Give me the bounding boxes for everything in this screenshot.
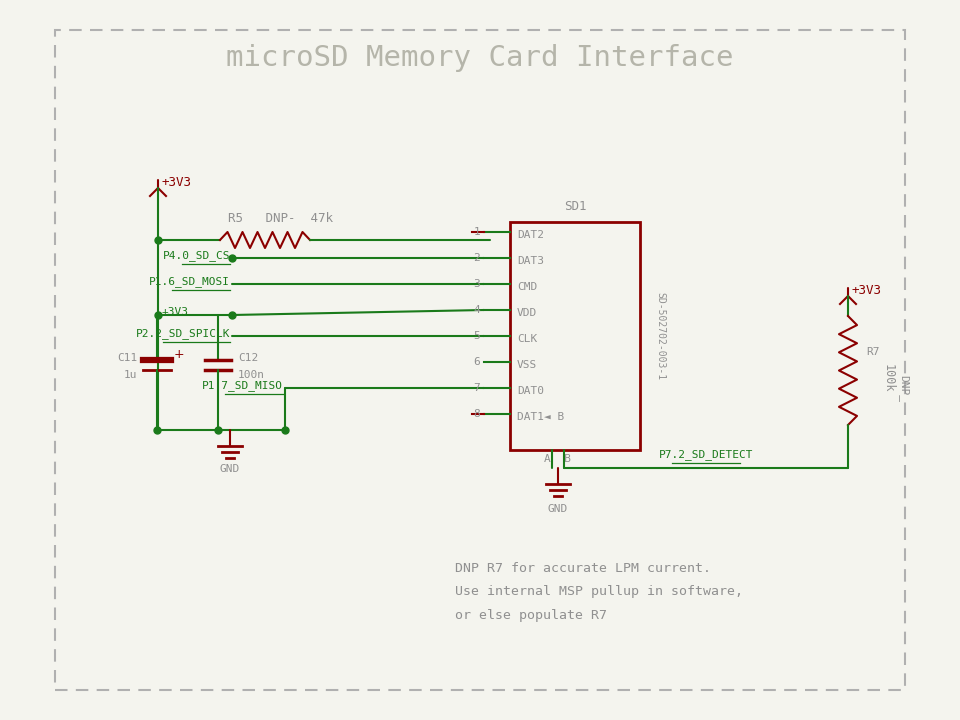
Text: DNP_: DNP_ bbox=[898, 374, 909, 402]
Text: C11: C11 bbox=[117, 353, 137, 363]
Text: 8: 8 bbox=[473, 409, 480, 419]
Text: 6: 6 bbox=[473, 357, 480, 367]
Text: A  B: A B bbox=[544, 454, 571, 464]
Text: Use internal MSP pullup in software,: Use internal MSP pullup in software, bbox=[455, 585, 743, 598]
Text: microSD Memory Card Interface: microSD Memory Card Interface bbox=[227, 44, 733, 72]
Text: DNP R7 for accurate LPM current.: DNP R7 for accurate LPM current. bbox=[455, 562, 711, 575]
Text: 3: 3 bbox=[473, 279, 480, 289]
Text: P2.2_SD_SPICLK: P2.2_SD_SPICLK bbox=[135, 328, 230, 339]
Text: P1.6_SD_MOSI: P1.6_SD_MOSI bbox=[149, 276, 230, 287]
Text: R7: R7 bbox=[866, 347, 879, 357]
Text: 5: 5 bbox=[473, 331, 480, 341]
Text: CLK: CLK bbox=[517, 334, 538, 344]
Text: VSS: VSS bbox=[517, 360, 538, 370]
Text: or else populate R7: or else populate R7 bbox=[455, 610, 607, 623]
Text: 2: 2 bbox=[473, 253, 480, 263]
Text: +3V3: +3V3 bbox=[852, 284, 882, 297]
Text: +3V3: +3V3 bbox=[162, 176, 192, 189]
Text: DAT0: DAT0 bbox=[517, 386, 544, 396]
Text: 1u: 1u bbox=[124, 370, 137, 380]
Text: CMD: CMD bbox=[517, 282, 538, 292]
Text: P4.0_SD_CS: P4.0_SD_CS bbox=[162, 251, 230, 261]
Text: C12: C12 bbox=[238, 353, 258, 363]
Text: 7: 7 bbox=[473, 383, 480, 393]
Text: 4: 4 bbox=[473, 305, 480, 315]
Text: 100k: 100k bbox=[882, 364, 895, 392]
Text: 100n: 100n bbox=[238, 370, 265, 380]
Text: DAT3: DAT3 bbox=[517, 256, 544, 266]
Text: SD1: SD1 bbox=[564, 200, 587, 213]
Text: DAT1◄ B: DAT1◄ B bbox=[517, 412, 564, 422]
Text: P1.7_SD_MISO: P1.7_SD_MISO bbox=[202, 381, 283, 392]
Bar bbox=[510, 222, 640, 450]
Text: DAT2: DAT2 bbox=[517, 230, 544, 240]
Text: SD-502702-003-1: SD-502702-003-1 bbox=[655, 292, 665, 380]
Text: +3V3: +3V3 bbox=[162, 307, 189, 317]
Text: P7.2_SD_DETECT: P7.2_SD_DETECT bbox=[659, 449, 754, 461]
Text: GND: GND bbox=[220, 464, 240, 474]
Text: GND: GND bbox=[548, 504, 568, 514]
Text: +: + bbox=[174, 348, 184, 361]
Text: VDD: VDD bbox=[517, 308, 538, 318]
Text: R5   DNP-  47k: R5 DNP- 47k bbox=[228, 212, 333, 225]
Text: 1: 1 bbox=[473, 227, 480, 237]
